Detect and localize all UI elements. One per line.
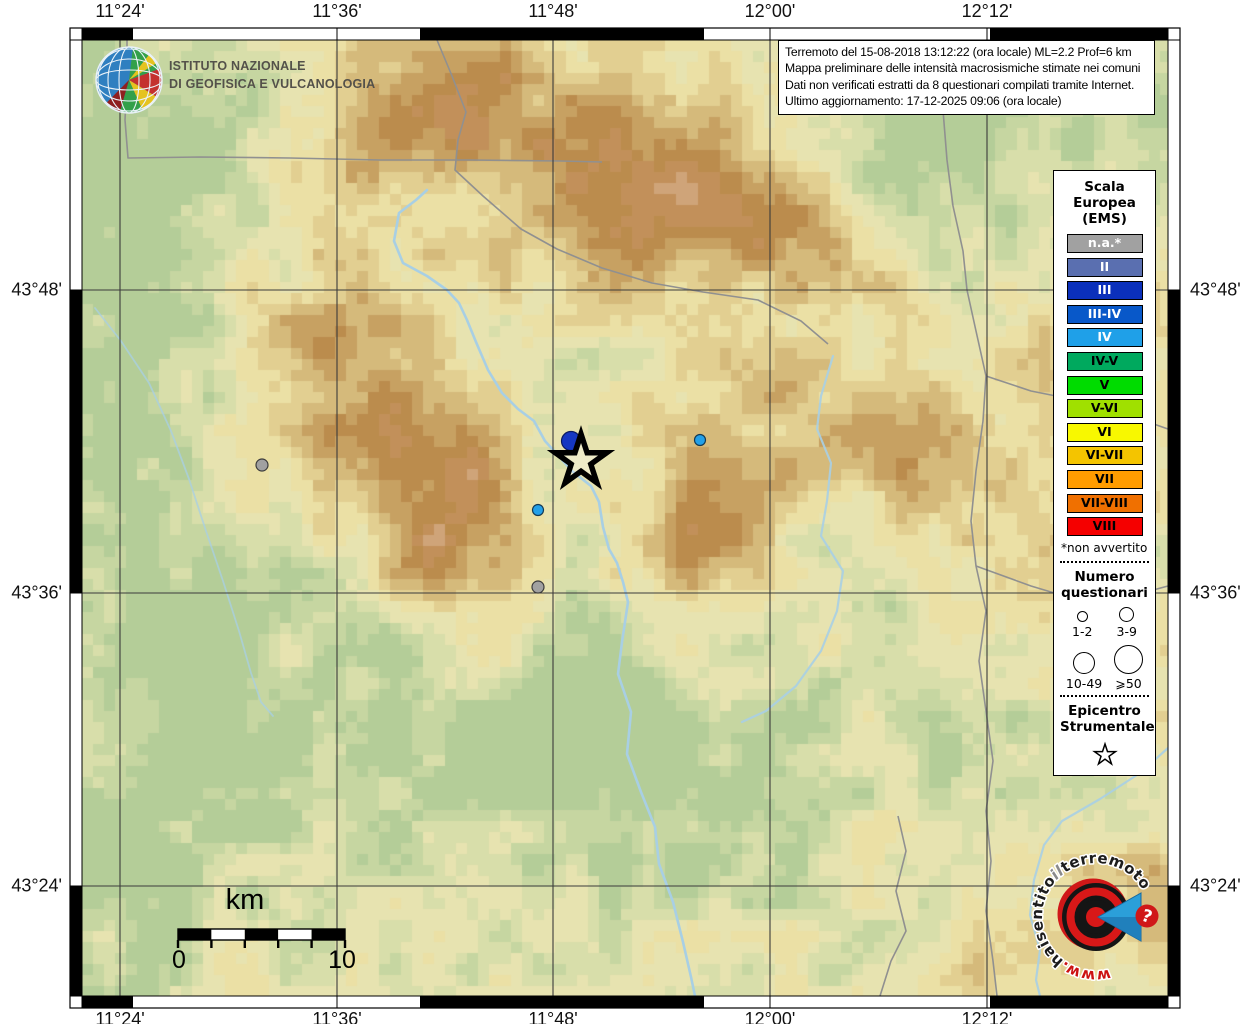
ems-chip-VVI: V-VI	[1066, 399, 1143, 419]
river-lines	[94, 188, 1170, 998]
admin-boundaries	[124, 29, 1169, 997]
questionnaire-size-item: 3-9	[1116, 606, 1137, 639]
lon-label-bottom-1: 11°36'	[312, 1009, 362, 1024]
size-label: 1-2	[1072, 623, 1093, 639]
questionnaire-title-line: questionari	[1061, 584, 1148, 601]
size-circle-icon	[1073, 651, 1096, 674]
questionnaire-count-title: Numero questionari	[1060, 569, 1149, 601]
size-label: 3-9	[1116, 623, 1137, 639]
ems-chip-III: III	[1066, 281, 1143, 301]
intensity-point-IV	[693, 433, 707, 447]
lon-label-bottom-3: 12°00'	[744, 1009, 796, 1024]
questionnaire-size-item: 10-49	[1065, 651, 1103, 691]
epicenter-title-line: Epicentro	[1068, 702, 1141, 719]
watermark-url-text: www.haisentitoilterremoto.it	[0, 0, 1156, 987]
ingv-name-line2: DI GEOFISICA E VULCANOLOGIA	[169, 77, 376, 91]
map-frame	[69, 27, 1181, 1009]
event-info-box: Terremoto del 15-08-2018 13:12:22 (ora l…	[778, 40, 1155, 115]
ems-chip-list: n.a.* II III III-IV IV IV-V V V-VI VI VI-VII VII VI…	[1060, 234, 1149, 537]
epicenter-title-line: Strumentale	[1060, 718, 1155, 735]
haisentitoilterremoto-logo: www.haisentitoilterremoto.it?	[0, 0, 1159, 987]
size-label: 10-49	[1065, 675, 1103, 691]
ems-chip-VIIVIII: VII-VIII	[1066, 493, 1143, 513]
legend-footnote: *non avvertito	[1061, 540, 1148, 555]
event-title-line: Mappa preliminare delle intensità macros…	[785, 61, 1141, 76]
scalebar-end: 10	[328, 946, 356, 974]
scale-bar	[176, 928, 347, 948]
ingv-logo-text: ISTITUTO NAZIONALE DI GEOFISICA E VULCAN…	[169, 57, 375, 93]
legend-title-line: Scala	[1084, 179, 1125, 195]
question-mark-icon	[1135, 904, 1159, 928]
epicenter-star-icon	[546, 425, 616, 490]
legend-divider	[1060, 560, 1149, 563]
ems-chip-VIVII: VI-VII	[1066, 446, 1143, 466]
scalebar-unit: km	[225, 884, 265, 916]
ingv-logo-globe-icon	[95, 46, 163, 114]
size-circle-icon	[1076, 610, 1088, 622]
epicenter-star-key	[1060, 741, 1149, 771]
lon-label-bottom-4: 12°12'	[961, 1009, 1013, 1024]
ems-chip-na: n.a.*	[1066, 234, 1143, 253]
questionnaire-size-item: ⩾50	[1114, 644, 1144, 691]
ems-chip-IVV: IV-V	[1066, 351, 1143, 371]
legend-title-line: (EMS)	[1082, 211, 1127, 227]
ems-chip-VII: VII	[1066, 469, 1143, 489]
lon-label-top-4: 12°12'	[961, 1, 1013, 21]
ems-chip-V: V	[1066, 375, 1143, 395]
ems-chip-IIIIV: III-IV	[1066, 304, 1143, 324]
lat-label-right-1: 43°36'	[1190, 582, 1241, 603]
event-title-line: Terremoto del 15-08-2018 13:12:22 (ora l…	[785, 45, 1132, 59]
lat-label-right-0: 43°48'	[1190, 279, 1241, 300]
lat-label-left-1: 43°36'	[11, 582, 62, 603]
questionnaire-size-item: 1-2	[1072, 610, 1093, 639]
intensity-point-IV	[531, 503, 545, 517]
lon-label-bottom-2: 11°48'	[528, 1009, 578, 1024]
intensity-point-n.a.	[531, 580, 545, 594]
lon-label-top-2: 11°48'	[528, 1, 578, 21]
ems-chip-VIII: VIII	[1066, 517, 1143, 537]
lat-label-left-2: 43°24'	[11, 875, 62, 896]
legend-panel: Scala Europea (EMS) n.a.* II III III-IV IV IV…	[1053, 170, 1156, 776]
legend-title: Scala Europea (EMS)	[1060, 179, 1149, 227]
questionnaire-size-key: 1-2 3-9 10-49 ⩾50	[1060, 606, 1149, 691]
scalebar-start: 0	[172, 946, 186, 974]
event-title-line: Dati non verificati estratti da 8 questi…	[785, 77, 1135, 92]
lon-label-top-0: 11°24'	[95, 1, 145, 21]
size-label: ⩾50	[1115, 675, 1142, 691]
lat-label-left-0: 43°48'	[11, 279, 62, 300]
lat-label-right-2: 43°24'	[1190, 875, 1241, 896]
questionnaire-size-row: 10-49 ⩾50	[1060, 644, 1149, 691]
intensity-points	[255, 430, 707, 594]
size-circle-icon	[1119, 606, 1135, 622]
intensity-point-n.a.	[255, 458, 269, 472]
ingv-name-line1: ISTITUTO NAZIONALE	[169, 59, 306, 73]
ems-chip-II: II	[1066, 257, 1143, 277]
legend-title-line: Europea	[1073, 195, 1136, 211]
size-circle-icon	[1114, 644, 1144, 674]
questionnaire-size-row: 1-2 3-9	[1060, 606, 1149, 639]
lon-label-top-1: 11°36'	[312, 1, 362, 21]
ems-chip-IV: IV	[1066, 328, 1143, 348]
event-title-line: Ultimo aggiornamento: 17-12-2025 09:06 (…	[785, 94, 1062, 109]
grid-lines	[82, 40, 1168, 996]
questionnaire-title-line: Numero	[1074, 568, 1135, 585]
ems-chip-VI: VI	[1066, 422, 1143, 442]
epicenter-key-title: Epicentro Strumentale	[1060, 702, 1155, 735]
legend-divider	[1060, 694, 1149, 697]
lon-label-top-3: 12°00'	[744, 1, 796, 21]
star-icon	[1091, 741, 1118, 766]
lon-label-bottom-0: 11°24'	[95, 1009, 145, 1024]
